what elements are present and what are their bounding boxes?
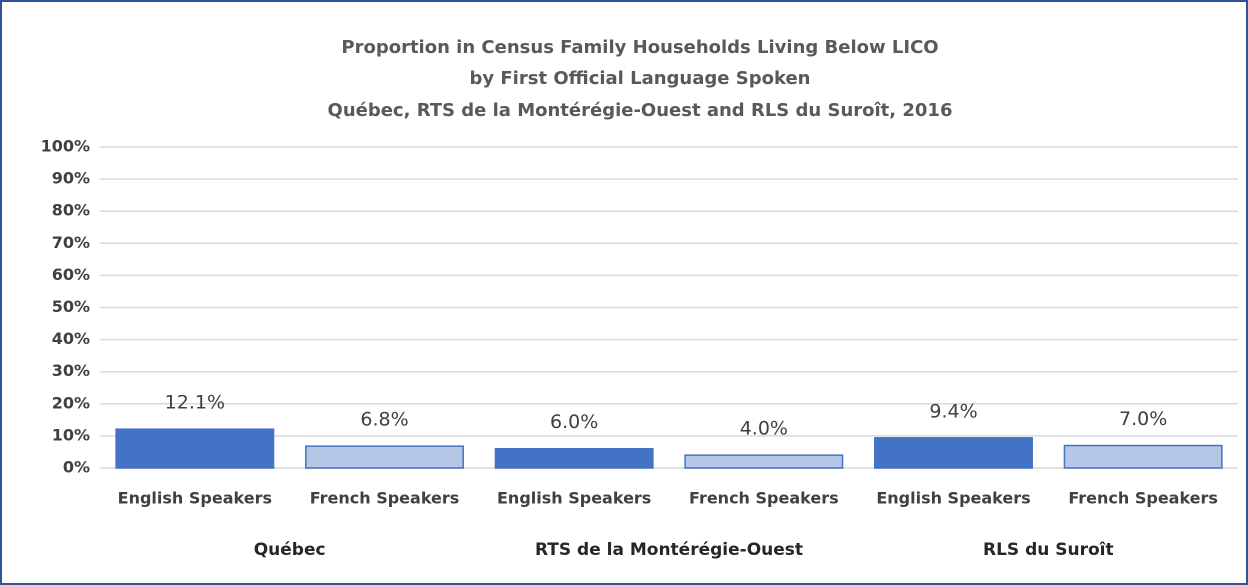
y-tick-label: 40%	[52, 329, 90, 348]
value-label: 9.4%	[929, 400, 977, 422]
value-label: 7.0%	[1119, 408, 1167, 430]
chart-title: Proportion in Census Family Households L…	[341, 37, 938, 58]
value-label: 12.1%	[165, 392, 225, 414]
group-label: RLS du Suroît	[983, 540, 1114, 560]
bar	[1063, 444, 1223, 469]
value-label: 6.0%	[550, 411, 598, 433]
bar	[115, 428, 275, 469]
bar	[305, 445, 464, 469]
x-tick-label: English Speakers	[118, 489, 272, 508]
value-label: 4.0%	[740, 418, 788, 440]
y-tick-label: 90%	[52, 169, 90, 188]
y-tick-label: 30%	[52, 361, 90, 380]
x-tick-label: French Speakers	[1068, 489, 1218, 508]
group-label: Québec	[254, 540, 326, 560]
chart-title: by First Official Language Spoken	[470, 68, 811, 89]
y-tick-label: 60%	[52, 265, 90, 284]
chart-title: Québec, RTS de la Montérégie-Ouest and R…	[328, 100, 953, 121]
y-tick-label: 50%	[52, 297, 90, 316]
y-tick-label: 70%	[52, 233, 90, 252]
y-tick-label: 20%	[52, 393, 90, 412]
bar	[874, 437, 1033, 469]
y-tick-label: 10%	[52, 425, 90, 444]
x-tick-label: English Speakers	[497, 489, 651, 508]
y-tick-label: 80%	[52, 201, 90, 220]
x-tick-label: English Speakers	[876, 489, 1030, 508]
x-tick-label: French Speakers	[310, 489, 460, 508]
group-label: RTS de la Montérégie-Ouest	[535, 540, 803, 560]
bar	[684, 454, 844, 469]
y-tick-label: 100%	[41, 137, 90, 156]
y-tick-label: 0%	[63, 458, 90, 477]
x-tick-label: French Speakers	[689, 489, 839, 508]
bar	[494, 447, 654, 469]
value-label: 6.8%	[360, 409, 408, 431]
